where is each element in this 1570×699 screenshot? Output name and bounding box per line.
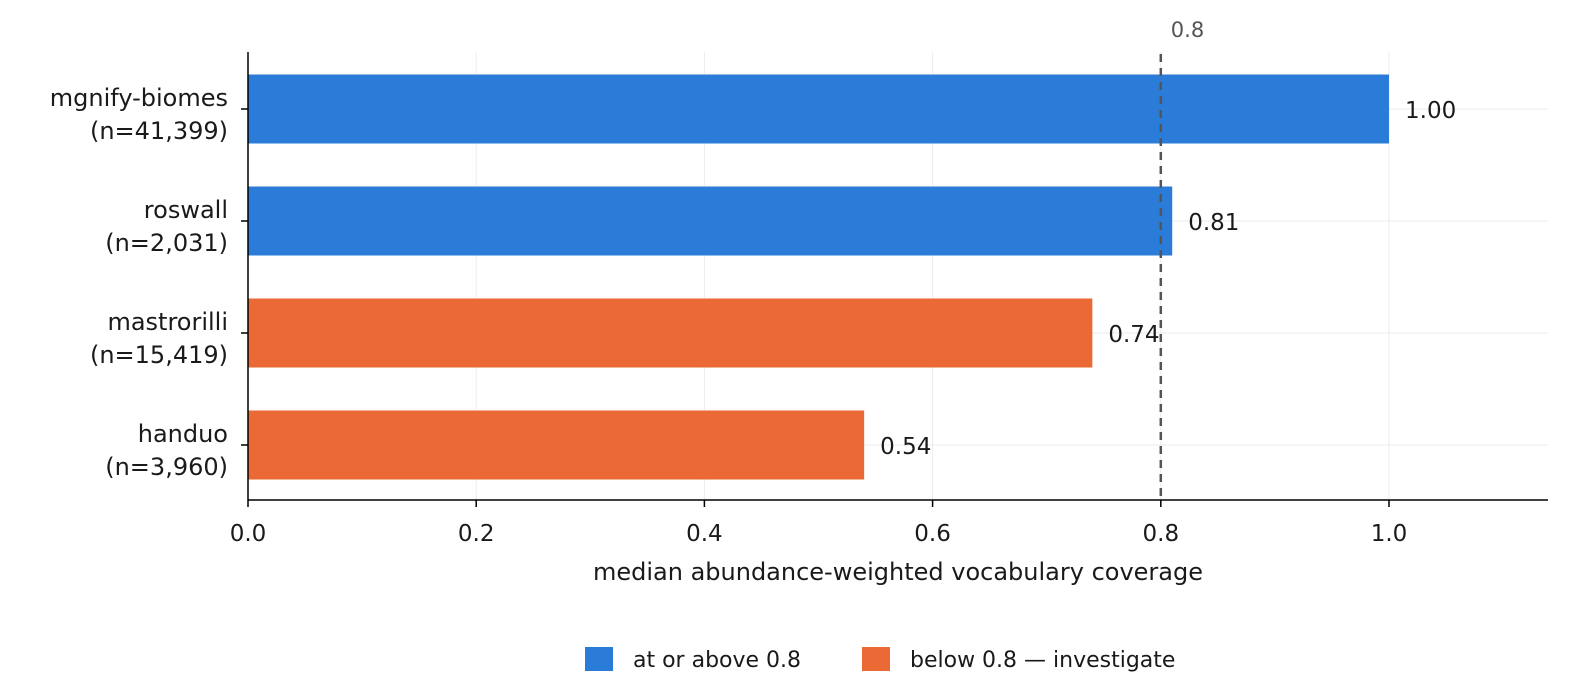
bar-mgnify-biomes (248, 74, 1389, 144)
category-label: mgnify-biomes (n=41,399) (50, 84, 228, 145)
x-tick-label: 0.6 (914, 521, 951, 547)
category-name: handuo (138, 420, 228, 448)
x-tick-label: 0.8 (1143, 521, 1180, 547)
legend-label: below 0.8 — investigate (910, 648, 1175, 673)
value-label: 0.54 (880, 434, 931, 460)
legend-label: at or above 0.8 (633, 648, 801, 673)
category-count: (n=3,960) (105, 453, 228, 481)
category-name: mgnify-biomes (50, 84, 228, 112)
x-tick-label: 0.4 (686, 521, 723, 547)
x-axis-title: median abundance-weighted vocabulary cov… (593, 558, 1203, 586)
category-label: handuo (n=3,960) (105, 420, 228, 481)
category-label: mastrorilli (n=15,419) (90, 308, 228, 369)
label-layer: mgnify-biomes (n=41,399) 1.00 roswall (n=2,0… (50, 84, 1456, 481)
legend: at or above 0.8 below 0.8 — investigate (585, 647, 1175, 673)
category-label: roswall (n=2,031) (105, 196, 228, 257)
category-count: (n=15,419) (90, 341, 228, 369)
x-tick-label: 0.0 (230, 521, 267, 547)
reference-line-layer: 0.8 (1159, 18, 1204, 500)
legend-swatch (862, 647, 890, 671)
value-label: 1.00 (1405, 98, 1456, 124)
bar-handuo (248, 410, 865, 480)
axis-layer: 0.0 0.2 0.4 0.6 0.8 1.0 (230, 52, 1548, 547)
x-tick-label: 0.2 (458, 521, 495, 547)
reference-line-label: 0.8 (1171, 18, 1204, 42)
bar-roswall (248, 186, 1173, 256)
category-count: (n=2,031) (105, 229, 228, 257)
x-tick-label: 1.0 (1371, 521, 1408, 547)
category-name: roswall (144, 196, 228, 224)
bar-mastrorilli (248, 298, 1093, 368)
legend-swatch (585, 647, 613, 671)
category-name: mastrorilli (107, 308, 228, 336)
category-count: (n=41,399) (90, 117, 228, 145)
value-label: 0.74 (1108, 322, 1159, 348)
bar-layer (248, 74, 1389, 480)
value-label: 0.81 (1188, 210, 1239, 236)
